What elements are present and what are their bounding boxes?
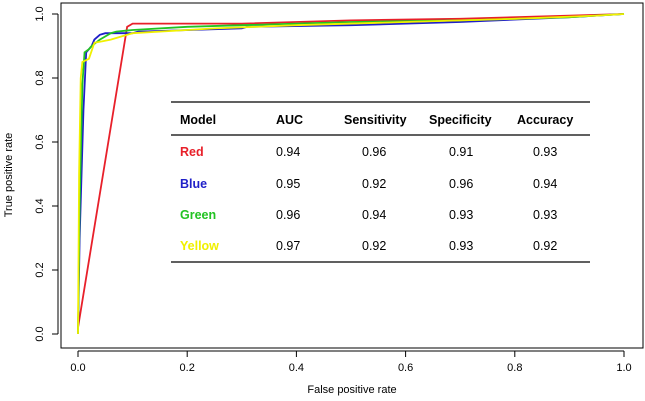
x-axis-title: False positive rate [307, 384, 396, 396]
table-header-cell: Specificity [429, 113, 492, 127]
x-tick-label: 0.0 [70, 362, 85, 374]
table-value-cell: 0.94 [533, 177, 557, 191]
roc-curve-2 [77, 13, 625, 335]
table-header-cell: AUC [276, 113, 303, 127]
y-tick-label: 0.4 [34, 198, 46, 213]
table-model-cell: Yellow [180, 239, 219, 253]
table-value-cell: 0.96 [362, 145, 386, 159]
table-model-cell: Green [180, 208, 216, 222]
table-background [171, 101, 590, 263]
roc-curves [77, 13, 625, 335]
roc-curve-4 [77, 13, 625, 335]
x-tick-label: 0.2 [180, 362, 195, 374]
table-header-cell: Sensitivity [344, 113, 407, 127]
table-value-cell: 0.94 [276, 145, 300, 159]
y-axis: 0.0 0.2 0.4 0.6 0.8 1.0 [34, 6, 59, 342]
table-value-cell: 0.91 [449, 145, 473, 159]
y-tick-label: 0.8 [34, 70, 46, 85]
table-value-cell: 0.92 [362, 239, 386, 253]
metrics-table: Model AUC Sensitivity Specificity Accuracy Re… [171, 101, 590, 263]
y-tick-label: 0.2 [34, 262, 46, 277]
table-header-cell: Accuracy [517, 113, 573, 127]
roc-curve-1 [77, 13, 625, 334]
plot-frame [60, 2, 644, 349]
table-value-cell: 0.93 [533, 208, 557, 222]
table-value-cell: 0.92 [362, 177, 386, 191]
table-value-cell: 0.93 [449, 239, 473, 253]
table-model-cell: Blue [180, 177, 207, 191]
x-axis: 0.0 0.2 0.4 0.6 0.8 1.0 [70, 350, 632, 374]
x-tick-label: 0.4 [289, 362, 304, 374]
table-value-cell: 0.93 [533, 145, 557, 159]
table-model-cell: Red [180, 145, 204, 159]
table-value-cell: 0.92 [533, 239, 557, 253]
y-tick-label: 0.6 [34, 134, 46, 149]
x-tick-label: 1.0 [616, 362, 631, 374]
x-tick-label: 0.8 [507, 362, 522, 374]
y-axis-title: True positive rate [3, 133, 15, 218]
table-value-cell: 0.96 [449, 177, 473, 191]
table-value-cell: 0.95 [276, 177, 300, 191]
table-value-cell: 0.93 [449, 208, 473, 222]
table-value-cell: 0.94 [362, 208, 386, 222]
table-value-cell: 0.97 [276, 239, 300, 253]
table-value-cell: 0.96 [276, 208, 300, 222]
y-tick-label: 1.0 [34, 6, 46, 21]
table-header-cell: Model [180, 113, 216, 127]
y-tick-label: 0.0 [34, 326, 46, 341]
x-tick-label: 0.6 [398, 362, 413, 374]
